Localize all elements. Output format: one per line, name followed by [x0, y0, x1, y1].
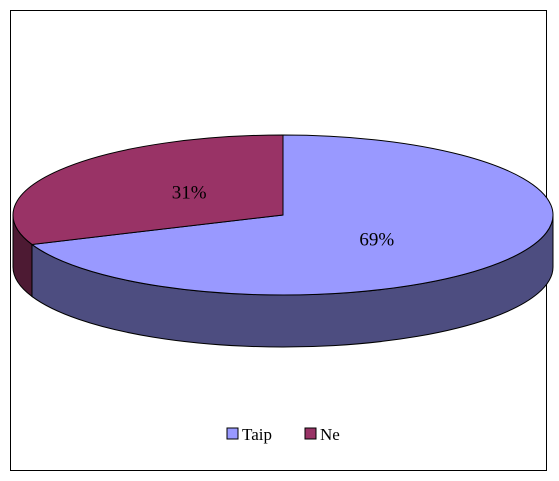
legend-item-taip[interactable]: Taip	[226, 425, 272, 444]
legend-swatch-taip	[226, 427, 239, 440]
legend-label-taip: Taip	[242, 425, 272, 444]
legend-swatch-ne	[304, 427, 317, 440]
data-label-ne: 31%	[172, 183, 207, 204]
legend-item-ne[interactable]: Ne	[304, 425, 340, 444]
slice-taip[interactable]	[30, 134, 554, 296]
slice-ne[interactable]	[12, 134, 284, 245]
data-labels: 69% 31%	[172, 183, 395, 251]
legend-label-ne: Ne	[320, 425, 340, 444]
pie-slices	[12, 134, 554, 296]
data-label-taip: 69%	[359, 229, 394, 250]
legend[interactable]: Taip Ne	[226, 425, 340, 444]
